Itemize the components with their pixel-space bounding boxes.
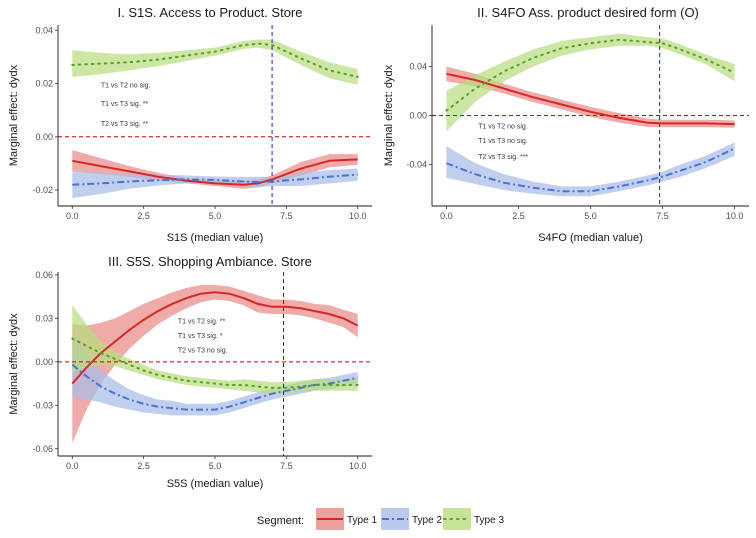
legend-item-type2: Type 2 <box>381 508 442 530</box>
x-tick-label: 5.0 <box>209 211 222 221</box>
significance-annotation: T2 vs T3 sig. *** <box>478 154 528 161</box>
x-tick-label: 0.0 <box>66 211 79 221</box>
type3-series-line <box>71 337 359 389</box>
x-tick-label: 5.0 <box>584 211 597 221</box>
legend-label: Type 1 <box>347 515 377 526</box>
type2-confidence-band <box>446 142 735 197</box>
legend-label: Type 2 <box>412 515 442 526</box>
significance-annotation: T2 vs T3 sig. ** <box>101 121 149 128</box>
y-tick-label: 0.04 <box>409 62 427 72</box>
chart-panel-1: I. S1S. Access to Product. Store T1 vs T2… <box>8 5 372 244</box>
type3-confidence-band <box>72 39 358 85</box>
x-tick-label: 7.5 <box>280 211 293 221</box>
y-tick-label: 0.06 <box>35 270 53 280</box>
legend: Segment: Type 1 Type 2 Type 3 <box>257 508 504 530</box>
type3-confidence-band <box>446 33 735 132</box>
panel-title: III. S5S. Shopping Ambiance. Store <box>108 254 312 269</box>
x-tick-label: 10.0 <box>726 211 744 221</box>
type1-series-line <box>71 291 359 385</box>
type1-confidence-band <box>72 285 358 443</box>
significance-annotation: T1 vs T3 sig. ** <box>101 101 149 108</box>
x-tick-label: 10.0 <box>349 211 367 221</box>
legend-title: Segment: <box>257 515 304 527</box>
y-axis-label: Marginal effect: dydx <box>8 313 20 415</box>
chart-panels: I. S1S. Access to Product. Store T1 vs T2… <box>8 5 749 490</box>
panel-title: II. S4FO Ass. product desired form (O) <box>477 5 699 20</box>
panel-title: I. S1S. Access to Product. Store <box>118 5 303 20</box>
chart-panel-2: II. S4FO Ass. product desired form (O) T1… <box>383 5 749 244</box>
y-tick-label: -0.04 <box>406 159 427 169</box>
significance-annotation: T1 vs T2 no sig. <box>478 123 528 130</box>
y-tick-label: 0.00 <box>409 111 427 121</box>
significance-annotation: T1 vs T3 sig. * <box>178 333 223 340</box>
y-tick-label: -0.06 <box>32 444 53 454</box>
x-tick-label: 5.0 <box>209 461 222 471</box>
x-tick-label: 10.0 <box>349 461 367 471</box>
y-tick-label: 0.00 <box>35 357 53 367</box>
type1-series-line <box>446 72 735 126</box>
legend-item-type1: Type 1 <box>316 508 377 530</box>
y-tick-label: 0.04 <box>35 25 53 35</box>
x-tick-label: 2.5 <box>512 211 525 221</box>
y-tick-label: 0.00 <box>35 132 53 142</box>
legend-label: Type 3 <box>474 515 504 526</box>
significance-annotation: T1 vs T2 sig. ** <box>178 318 226 325</box>
significance-annotation: T1 vs T2 no sig. <box>101 83 151 90</box>
x-tick-label: 7.5 <box>656 211 669 221</box>
x-tick-label: 0.0 <box>66 461 79 471</box>
type1-confidence-band <box>446 66 735 128</box>
x-tick-label: 2.5 <box>137 211 150 221</box>
y-tick-label: -0.03 <box>32 400 53 410</box>
type3-confidence-band <box>72 305 358 394</box>
x-tick-label: 0.0 <box>440 211 453 221</box>
type2-series-line <box>446 147 736 193</box>
type3-series-line <box>71 42 359 78</box>
legend-items: Type 1 Type 2 Type 3 <box>316 508 504 530</box>
type2-confidence-band <box>72 332 358 416</box>
chart-panel-3: III. S5S. Shopping Ambiance. Store T1 vs … <box>8 254 372 490</box>
y-axis-label: Marginal effect: dydx <box>8 64 20 166</box>
legend-swatch <box>381 508 409 530</box>
type2-series-line <box>71 363 358 411</box>
type1-series-line <box>72 158 358 186</box>
x-tick-label: 7.5 <box>280 461 293 471</box>
x-axis-label: S4FO (median value) <box>538 232 643 244</box>
y-axis-label: Marginal effect: dydx <box>383 64 395 166</box>
legend-item-type3: Type 3 <box>443 508 504 530</box>
y-tick-label: -0.02 <box>32 185 53 195</box>
x-tick-label: 2.5 <box>137 461 150 471</box>
significance-annotation: T2 vs T3 no sig. <box>178 347 228 354</box>
significance-annotation: T1 vs T3 no sig. <box>478 138 528 145</box>
x-axis-label: S1S (median value) <box>167 232 264 244</box>
type3-series-line <box>445 38 736 112</box>
y-tick-label: 0.03 <box>35 313 53 323</box>
y-tick-label: 0.02 <box>35 79 53 89</box>
x-axis-label: S5S (median value) <box>167 478 264 490</box>
